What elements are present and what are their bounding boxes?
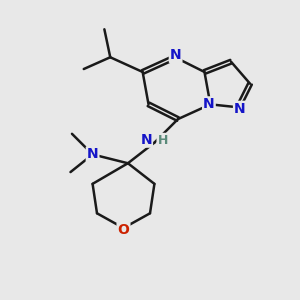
Text: O: O: [118, 224, 129, 237]
Text: N: N: [87, 147, 98, 161]
Text: N: N: [234, 102, 246, 116]
Text: N: N: [170, 48, 182, 62]
Text: N: N: [140, 133, 152, 147]
Text: H: H: [158, 134, 168, 147]
Text: N: N: [203, 98, 215, 111]
